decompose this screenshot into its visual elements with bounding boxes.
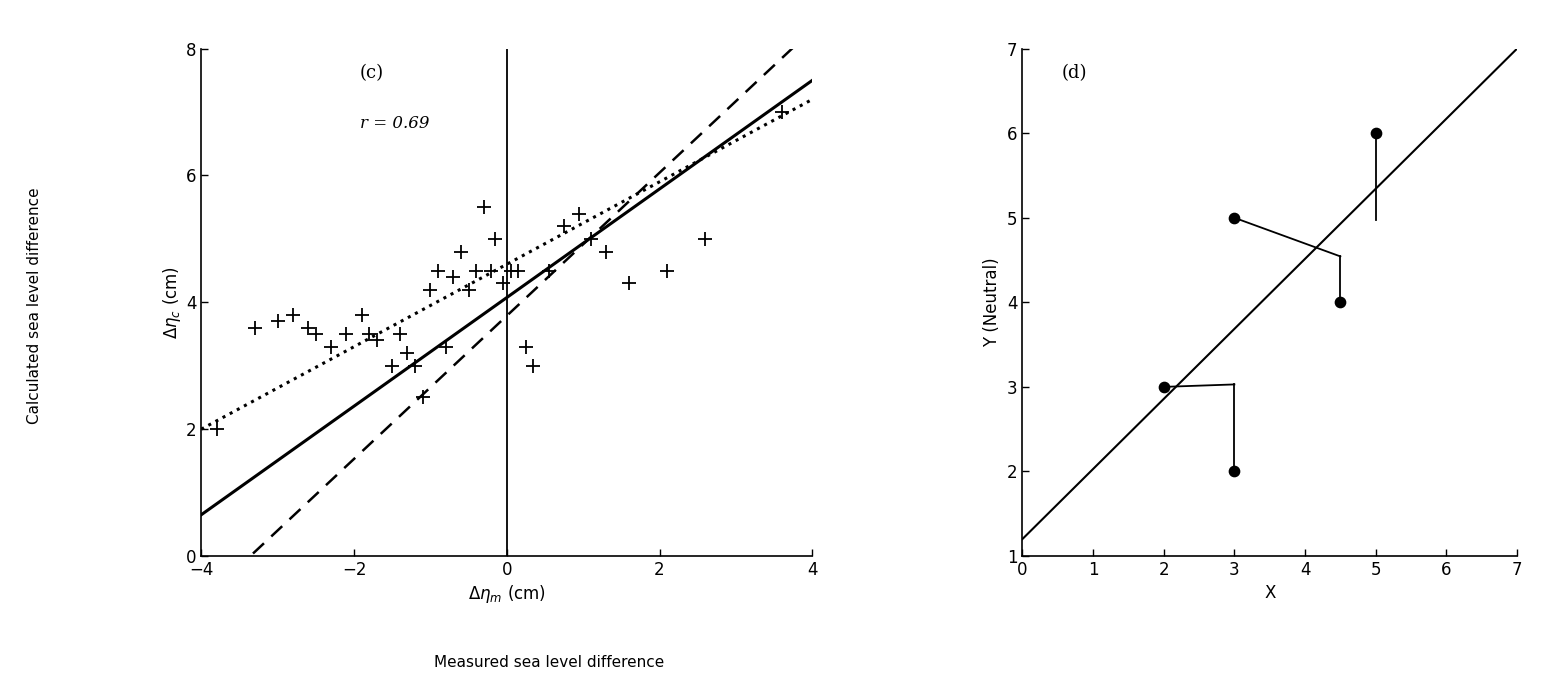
Point (522, 360, 546, 371)
Point (506, 265, 531, 276)
Point (483, 234, 508, 245)
Point (1364, 128, 1389, 139)
Point (567, 208, 591, 219)
Point (418, 284, 443, 295)
Point (379, 360, 404, 371)
Point (319, 341, 344, 352)
Point (694, 234, 718, 245)
Point (498, 265, 523, 276)
Point (514, 341, 539, 352)
Y-axis label: Y (Neutral): Y (Neutral) (983, 258, 1002, 347)
Text: Calculated sea level difference: Calculated sea level difference (26, 188, 42, 424)
Point (243, 322, 268, 334)
Point (655, 265, 680, 276)
Point (426, 265, 450, 276)
Point (616, 278, 641, 289)
Point (350, 309, 375, 320)
Text: (c): (c) (361, 64, 384, 82)
Point (1152, 382, 1176, 393)
Point (280, 309, 305, 320)
Point (441, 271, 466, 282)
X-axis label: X: X (1265, 584, 1276, 603)
Text: (d): (d) (1062, 64, 1087, 82)
Point (204, 423, 229, 435)
Point (472, 202, 497, 213)
Point (551, 220, 576, 231)
Point (387, 329, 412, 340)
Point (358, 329, 382, 340)
Point (594, 246, 619, 257)
Y-axis label: $\Delta\eta_c$ (cm): $\Delta\eta_c$ (cm) (161, 265, 183, 339)
X-axis label: $\Delta\eta_m$ (cm): $\Delta\eta_m$ (cm) (467, 583, 546, 605)
Text: Measured sea level difference: Measured sea level difference (435, 655, 664, 670)
Point (402, 360, 427, 371)
Point (364, 335, 389, 346)
Point (1221, 212, 1246, 223)
Point (1328, 297, 1353, 308)
Point (334, 329, 359, 340)
Point (433, 341, 458, 352)
Point (537, 265, 562, 276)
Point (449, 246, 474, 257)
Point (1221, 466, 1246, 477)
Text: r = 0.69: r = 0.69 (361, 115, 430, 131)
Point (464, 265, 489, 276)
Point (303, 329, 328, 340)
Point (480, 265, 505, 276)
Point (410, 392, 435, 403)
Point (395, 348, 420, 359)
Point (579, 234, 604, 245)
Point (457, 284, 481, 295)
Point (769, 106, 794, 117)
Point (296, 322, 320, 334)
Point (265, 316, 289, 327)
Point (491, 278, 515, 289)
